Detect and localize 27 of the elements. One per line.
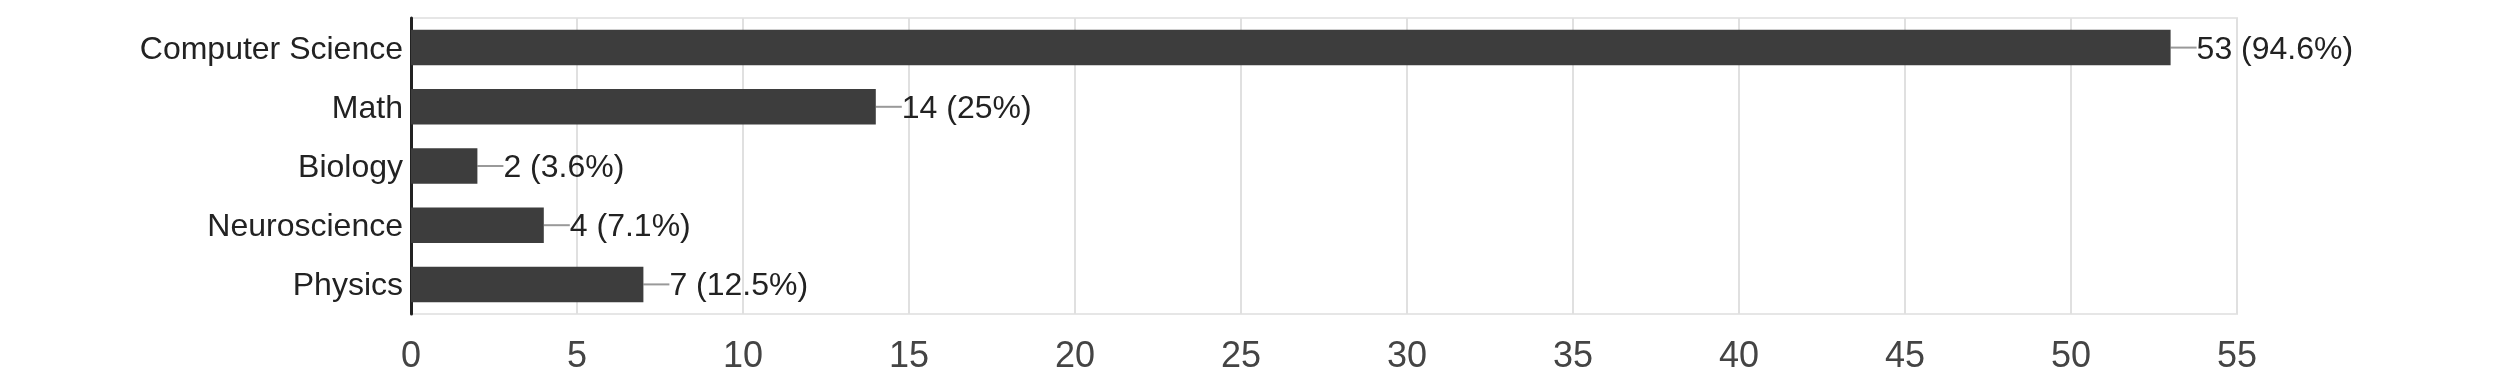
bar xyxy=(411,89,876,125)
y-tick-label: Biology xyxy=(298,148,403,184)
bar xyxy=(411,266,644,303)
x-tick-label: 30 xyxy=(1386,333,1428,375)
bar xyxy=(411,148,478,184)
y-tick-label: Physics xyxy=(292,266,403,303)
bar xyxy=(411,29,2171,66)
x-tick-label: 50 xyxy=(2050,333,2092,375)
x-tick-label: 0 xyxy=(400,333,422,375)
y-tick-label: Math xyxy=(331,88,403,125)
data-label: 14 (25%) xyxy=(901,88,1032,125)
data-label: 2 (3.6%) xyxy=(503,148,625,184)
x-tick-label: 40 xyxy=(1718,333,1760,375)
data-label: 4 (7.1%) xyxy=(569,207,691,244)
y-tick-label: Neuroscience xyxy=(207,207,403,244)
data-label: 7 (12.5%) xyxy=(669,266,809,303)
x-tick-label: 5 xyxy=(566,333,588,375)
x-tick-label: 55 xyxy=(2216,333,2258,375)
x-tick-label: 45 xyxy=(1884,333,1926,375)
x-tick-label: 10 xyxy=(722,333,764,375)
y-tick-label: Computer Science xyxy=(139,29,403,66)
data-label: 53 (94.6%) xyxy=(2196,29,2354,66)
x-tick-label: 35 xyxy=(1552,333,1594,375)
x-tick-label: 20 xyxy=(1054,333,1096,375)
x-tick-label: 15 xyxy=(888,333,930,375)
x-tick-label: 25 xyxy=(1220,333,1262,375)
bar xyxy=(411,207,544,243)
